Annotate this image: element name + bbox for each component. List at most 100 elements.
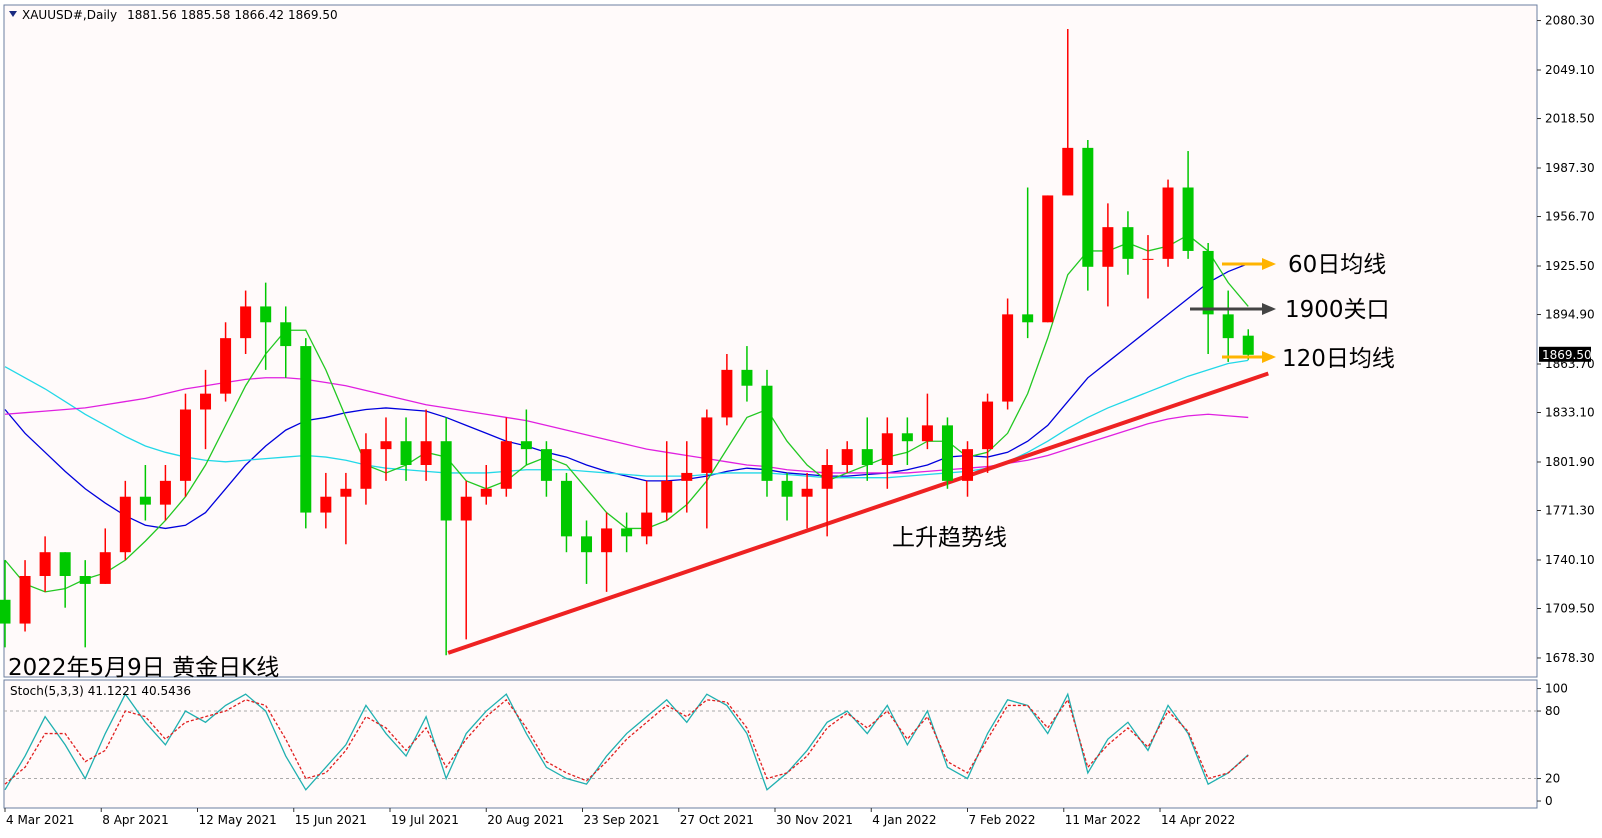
candle-body bbox=[921, 425, 933, 442]
candle-body bbox=[300, 346, 312, 513]
header-close: 1869.50 bbox=[288, 8, 338, 22]
y-tick-label: 1833.10 bbox=[1545, 406, 1595, 420]
y-tick-label: 2018.50 bbox=[1545, 112, 1595, 126]
chart-title: 2022年5月9日 黄金日K线 bbox=[8, 655, 279, 681]
candle-body bbox=[139, 496, 151, 505]
y-tick-label: 2049.10 bbox=[1545, 63, 1595, 77]
candle-body bbox=[801, 488, 813, 497]
y-tick-label: 2080.30 bbox=[1545, 14, 1595, 28]
stoch-k bbox=[4, 692, 1249, 791]
x-tick-label: 20 Aug 2021 bbox=[487, 813, 564, 827]
stoch-k-value: 41.1221 bbox=[88, 684, 138, 698]
candle-body bbox=[159, 480, 171, 505]
arrow-head bbox=[1262, 258, 1276, 270]
candle-body bbox=[79, 575, 91, 584]
candle-body bbox=[0, 599, 11, 624]
y-tick-label: 1894.90 bbox=[1545, 308, 1595, 322]
candle-body bbox=[380, 441, 392, 450]
candle-body bbox=[99, 552, 111, 584]
stoch-tick-label: 0 bbox=[1545, 794, 1553, 808]
x-tick-label: 11 Mar 2022 bbox=[1065, 813, 1141, 827]
y-tick-label: 1678.30 bbox=[1545, 651, 1595, 665]
x-tick-label: 19 Jul 2021 bbox=[391, 813, 459, 827]
stoch-tick-label: 20 bbox=[1545, 772, 1560, 786]
annotation: 1900关口 bbox=[1285, 297, 1390, 323]
price-tag-label: 1869.50 bbox=[1542, 348, 1592, 362]
header-open: 1881.56 bbox=[127, 8, 177, 22]
candle-body bbox=[179, 409, 191, 481]
x-tick-label: 4 Jan 2022 bbox=[872, 813, 936, 827]
stoch-header: Stoch(5,3,3) 41.1221 40.5436 bbox=[10, 684, 191, 698]
stoch-title: Stoch(5,3,3) bbox=[10, 684, 84, 698]
x-tick-label: 15 Jun 2021 bbox=[295, 813, 367, 827]
candle-body bbox=[1062, 147, 1074, 196]
menu-triangle bbox=[9, 11, 17, 17]
header-high: 1885.58 bbox=[181, 8, 231, 22]
candle-body bbox=[581, 536, 593, 553]
candle-body bbox=[260, 306, 272, 323]
candle-body bbox=[420, 441, 432, 465]
candle-body bbox=[1142, 258, 1154, 260]
moving-average bbox=[4, 263, 1249, 530]
y-tick-label: 1801.90 bbox=[1545, 455, 1595, 469]
candle-body bbox=[781, 480, 793, 497]
candle-body bbox=[220, 338, 232, 394]
y-tick-label: 1987.30 bbox=[1545, 161, 1595, 175]
stoch-area bbox=[4, 692, 1537, 791]
arrow-head bbox=[1262, 351, 1276, 363]
y-tick-label: 1709.50 bbox=[1545, 601, 1595, 615]
candle-body bbox=[962, 449, 974, 481]
candle-body bbox=[701, 417, 713, 473]
candle-body bbox=[119, 496, 131, 553]
x-tick-label: 23 Sep 2021 bbox=[584, 813, 660, 827]
candle-body bbox=[661, 480, 673, 513]
candle-body bbox=[841, 449, 853, 465]
candle-body bbox=[681, 472, 693, 481]
candle-body bbox=[1182, 187, 1194, 251]
moving-average bbox=[4, 359, 1249, 479]
moving-average bbox=[4, 377, 1249, 474]
candle-body bbox=[480, 488, 492, 497]
y-tick-label: 1956.70 bbox=[1545, 210, 1595, 224]
candle-body bbox=[460, 496, 472, 521]
candle-body bbox=[982, 401, 994, 450]
candle-body bbox=[500, 441, 512, 489]
candle-body bbox=[601, 528, 613, 553]
candle-body bbox=[901, 433, 913, 442]
candle-body bbox=[741, 369, 753, 386]
candle-body bbox=[861, 449, 873, 465]
candle-body bbox=[641, 512, 653, 537]
main-panel bbox=[3, 4, 1538, 678]
stoch-tick-label: 100 bbox=[1545, 682, 1568, 696]
x-tick-label: 27 Oct 2021 bbox=[680, 813, 754, 827]
y-tick-label: 1771.30 bbox=[1545, 504, 1595, 518]
candle-body bbox=[721, 369, 733, 418]
annotation: 上升趋势线 bbox=[892, 525, 1007, 551]
candle-body bbox=[39, 552, 51, 576]
x-tick-label: 4 Mar 2021 bbox=[6, 813, 74, 827]
annotation-arrows bbox=[1190, 258, 1276, 363]
candle-body bbox=[280, 322, 292, 347]
candle-body bbox=[621, 528, 633, 537]
candle-body bbox=[1222, 314, 1234, 339]
candle-body bbox=[1042, 195, 1054, 323]
candle-body bbox=[520, 441, 532, 450]
x-tick-label: 30 Nov 2021 bbox=[776, 813, 853, 827]
candle-body bbox=[59, 552, 71, 576]
y-tick-label: 1925.50 bbox=[1545, 259, 1595, 273]
candle-body bbox=[240, 306, 252, 339]
candle-body bbox=[1002, 314, 1014, 402]
candle-body bbox=[1102, 227, 1114, 267]
price-tag bbox=[1539, 346, 1591, 362]
trend-line bbox=[447, 371, 1269, 655]
chart-header: XAUUSD#,Daily 1881.56 1885.58 1866.42 1869.5… bbox=[22, 8, 338, 22]
candle-body bbox=[1202, 250, 1214, 315]
candle-body bbox=[881, 433, 893, 465]
stoch-d-value: 40.5436 bbox=[141, 684, 191, 698]
candle-body bbox=[360, 449, 372, 489]
stoch-tick-label: 80 bbox=[1545, 704, 1560, 718]
candle-body bbox=[1162, 187, 1174, 259]
x-tick-label: 7 Feb 2022 bbox=[969, 813, 1036, 827]
annotation: 60日均线 bbox=[1288, 252, 1386, 278]
